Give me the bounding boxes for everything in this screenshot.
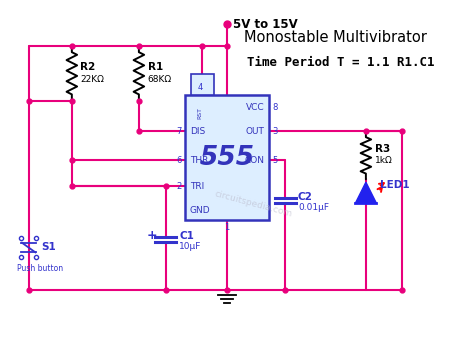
Text: THR: THR <box>190 155 208 165</box>
Text: 1kΩ: 1kΩ <box>374 155 392 165</box>
Text: 2: 2 <box>177 182 182 191</box>
Text: DIS: DIS <box>190 127 205 136</box>
Text: 1: 1 <box>224 223 229 232</box>
Text: C2: C2 <box>298 192 313 203</box>
Text: 5V to 15V: 5V to 15V <box>233 18 298 31</box>
Text: OUT: OUT <box>246 127 264 136</box>
Polygon shape <box>356 182 376 203</box>
Text: Time Period T = 1.1 R1.C1: Time Period T = 1.1 R1.C1 <box>247 56 435 69</box>
Text: 5: 5 <box>272 155 277 165</box>
Text: TRI: TRI <box>190 182 204 191</box>
Text: 10μF: 10μF <box>179 242 201 251</box>
Text: VCC: VCC <box>246 103 264 112</box>
Text: 7: 7 <box>177 127 182 136</box>
Text: 6: 6 <box>177 155 182 165</box>
Text: LED1: LED1 <box>380 180 410 190</box>
Text: GND: GND <box>190 206 210 215</box>
Text: 22KΩ: 22KΩ <box>81 75 104 84</box>
Text: 4: 4 <box>198 84 203 92</box>
Text: 8: 8 <box>272 103 277 112</box>
Text: +: + <box>147 229 158 242</box>
Text: S1: S1 <box>41 242 56 252</box>
Text: Monostable Multivibrator: Monostable Multivibrator <box>244 30 427 45</box>
Bar <box>191 74 214 95</box>
Text: Push button: Push button <box>17 264 64 273</box>
Text: R1: R1 <box>147 62 163 72</box>
Bar <box>185 95 269 220</box>
Text: 0.01μF: 0.01μF <box>298 204 329 212</box>
Text: R2: R2 <box>81 62 96 72</box>
Text: C1: C1 <box>179 231 194 241</box>
Text: R3: R3 <box>374 144 390 154</box>
Text: 68KΩ: 68KΩ <box>147 75 172 84</box>
Text: 555: 555 <box>200 145 255 170</box>
Text: CON: CON <box>245 155 264 165</box>
Text: 3: 3 <box>272 127 277 136</box>
Text: RST: RST <box>198 106 203 119</box>
Text: circuitspedia.com: circuitspedia.com <box>214 189 294 218</box>
